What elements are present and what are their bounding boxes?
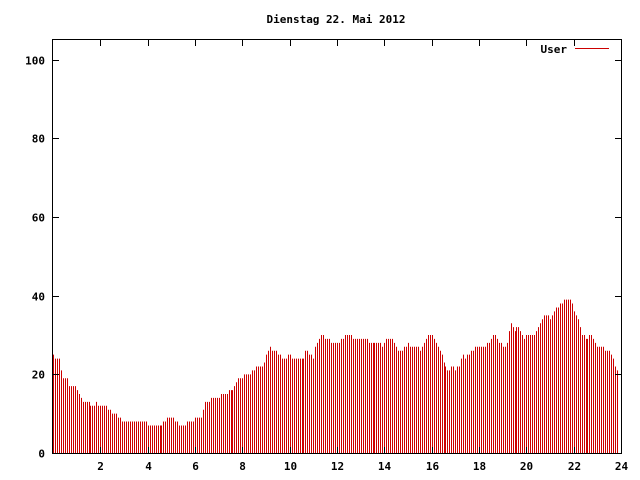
plot-frame (52, 39, 622, 454)
y-tick-label: 60 (32, 212, 45, 225)
y-axis: 0 20 40 60 80 100 (25, 55, 621, 461)
x-tick-label: 14 (378, 460, 392, 473)
x-tick-label: 6 (192, 460, 199, 473)
x-tick-label: 24 (615, 460, 629, 473)
bar-layer (53, 299, 618, 453)
y-tick-label: 80 (32, 133, 45, 146)
x-tick-label: 8 (239, 460, 246, 473)
x-axis: 2 4 6 8 10 12 14 16 18 20 22 24 (97, 40, 628, 473)
y-tick-label: 100 (25, 55, 45, 68)
x-tick-label: 2 (97, 460, 104, 473)
y-tick-label: 40 (32, 291, 45, 304)
x-tick-label: 20 (520, 460, 533, 473)
legend-label-user: User (541, 43, 568, 56)
y-tick-label: 20 (32, 369, 45, 382)
x-tick-label: 18 (473, 460, 486, 473)
x-tick-label: 22 (568, 460, 581, 473)
x-tick-label: 4 (145, 460, 152, 473)
x-tick-label: 10 (284, 460, 297, 473)
chart-title: Dienstag 22. Mai 2012 (266, 13, 405, 26)
x-tick-label: 16 (426, 460, 440, 473)
x-tick-label: 12 (331, 460, 344, 473)
legend: User (541, 43, 609, 56)
y-tick-label: 0 (38, 448, 45, 461)
